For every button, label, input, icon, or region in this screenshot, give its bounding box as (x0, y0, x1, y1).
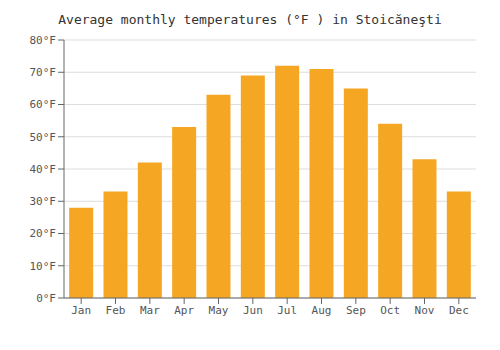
svg-text:Feb: Feb (106, 304, 126, 317)
svg-text:Sep: Sep (346, 304, 366, 317)
svg-text:Oct: Oct (380, 304, 400, 317)
svg-text:May: May (209, 304, 229, 317)
svg-text:Jun: Jun (243, 304, 263, 317)
svg-text:Mar: Mar (140, 304, 160, 317)
svg-text:Aug: Aug (312, 304, 332, 317)
svg-text:Jul: Jul (277, 304, 297, 317)
svg-text:Dec: Dec (449, 304, 469, 317)
svg-text:70°F: 70°F (30, 66, 57, 79)
svg-text:Jan: Jan (71, 304, 91, 317)
svg-text:40°F: 40°F (30, 163, 57, 176)
svg-text:10°F: 10°F (30, 260, 57, 273)
svg-text:20°F: 20°F (30, 227, 57, 240)
svg-text:Apr: Apr (174, 304, 194, 317)
svg-text:Nov: Nov (415, 304, 435, 317)
svg-text:60°F: 60°F (30, 98, 57, 111)
svg-text:30°F: 30°F (30, 195, 57, 208)
html-text:Average monthly temperatures (: Average monthly temperatures (°F ) in St… (58, 12, 442, 27)
svg-text:80°F: 80°F (30, 34, 57, 47)
svg-text:50°F: 50°F (30, 131, 57, 144)
svg-text:0°F: 0°F (36, 292, 56, 305)
